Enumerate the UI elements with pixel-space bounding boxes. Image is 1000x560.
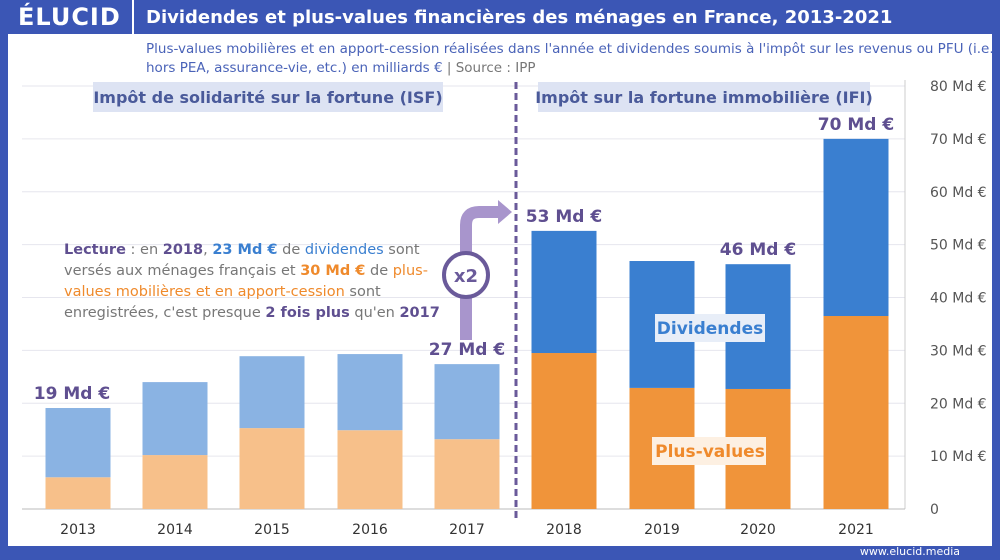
l8: sont versés aux ménages français et bbox=[64, 242, 420, 279]
bar-dividendes-2021 bbox=[823, 138, 889, 317]
arrow-head-icon bbox=[498, 200, 512, 224]
l3: 2018 bbox=[162, 242, 204, 258]
x-tick-label: 2013 bbox=[60, 522, 96, 538]
bar-dividendes-2017 bbox=[434, 364, 500, 440]
x-tick-label: 2019 bbox=[644, 522, 680, 538]
y-tick-label: 40 Md € bbox=[930, 291, 987, 307]
total-label-2017: 27 Md € bbox=[429, 340, 505, 360]
multiplier-label: x2 bbox=[454, 266, 478, 287]
total-label-2020: 46 Md € bbox=[720, 240, 796, 260]
series-label-box bbox=[652, 437, 766, 465]
l12: sont enregistrées, c'est presque bbox=[64, 284, 381, 321]
bar-plus-values-2015 bbox=[239, 428, 305, 509]
l10: de bbox=[365, 263, 393, 279]
growth-arrow bbox=[460, 206, 500, 340]
chart-subtitle: Plus-values mobilières et en apport-cess… bbox=[146, 40, 996, 78]
x-tick-label: 2015 bbox=[254, 522, 290, 538]
y-tick-label: 80 Md € bbox=[930, 79, 987, 95]
l15: 2017 bbox=[399, 305, 440, 321]
total-label-2021: 70 Md € bbox=[818, 115, 894, 135]
regime-isf-box bbox=[93, 82, 443, 112]
footer-url: www.elucid.media bbox=[859, 545, 960, 558]
bar-dividendes-2016 bbox=[337, 354, 403, 431]
bar-plus-values-2017 bbox=[434, 439, 500, 509]
y-tick-label: 10 Md € bbox=[930, 449, 987, 465]
l4: , bbox=[203, 242, 213, 258]
l6: de bbox=[277, 242, 305, 258]
multiplier-badge bbox=[442, 251, 490, 299]
source: | Source : IPP bbox=[446, 60, 536, 76]
total-label-2018: 53 Md € bbox=[526, 207, 602, 227]
bar-plus-values-2013 bbox=[45, 477, 111, 509]
bar-plus-values-2021 bbox=[823, 316, 889, 509]
x-tick-label: 2016 bbox=[352, 522, 388, 538]
subtitle-text: Plus-values mobilières et en apport-cess… bbox=[146, 41, 994, 76]
lecture-annotation: Lecture : en 2018, 23 Md € de dividendes… bbox=[64, 240, 464, 324]
x-tick-label: 2020 bbox=[740, 522, 776, 538]
y-tick-label: 60 Md € bbox=[930, 185, 987, 201]
series-label-dividendes: Dividendes bbox=[657, 319, 763, 339]
y-tick-label: 70 Md € bbox=[930, 132, 987, 148]
x-tick-label: 2017 bbox=[449, 522, 485, 538]
bar-dividendes-2014 bbox=[142, 382, 208, 456]
divider bbox=[132, 0, 134, 34]
bar-dividendes-2018 bbox=[531, 230, 597, 354]
bar-plus-values-2016 bbox=[337, 430, 403, 509]
l13: 2 fois plus bbox=[265, 305, 350, 321]
regime-ifi-box bbox=[538, 82, 870, 112]
l2: : en bbox=[125, 242, 163, 258]
y-tick-label: 30 Md € bbox=[930, 343, 987, 359]
bar-plus-values-2018 bbox=[531, 353, 597, 509]
regime-ifi-label: Impôt sur la fortune immobilière (IFI) bbox=[535, 88, 873, 107]
x-tick-label: 2014 bbox=[157, 522, 193, 538]
chart-title: Dividendes et plus-values financières de… bbox=[146, 7, 893, 28]
bar-plus-values-2014 bbox=[142, 455, 208, 509]
regime-isf-label: Impôt de solidarité sur la fortune (ISF) bbox=[93, 88, 442, 107]
series-label-box bbox=[655, 314, 765, 342]
l1: Lecture bbox=[64, 242, 126, 258]
l11: plus-values mobilières et en apport-cess… bbox=[64, 263, 428, 300]
bar-dividendes-2015 bbox=[239, 356, 305, 429]
x-tick-label: 2021 bbox=[838, 522, 874, 538]
total-label-2013: 19 Md € bbox=[34, 384, 110, 404]
x-tick-label: 2018 bbox=[546, 522, 582, 538]
y-tick-label: 50 Md € bbox=[930, 238, 987, 254]
series-label-plus-values: Plus-values bbox=[655, 442, 765, 462]
logo: ÉLUCID bbox=[18, 3, 121, 31]
l5: 23 Md € bbox=[212, 242, 278, 258]
y-tick-label: 0 bbox=[930, 502, 939, 518]
y-tick-label: 20 Md € bbox=[930, 396, 987, 412]
l9: 30 Md € bbox=[300, 263, 366, 279]
l7: dividendes bbox=[304, 242, 384, 258]
bar-dividendes-2013 bbox=[45, 408, 111, 478]
l14: qu'en bbox=[349, 305, 400, 321]
